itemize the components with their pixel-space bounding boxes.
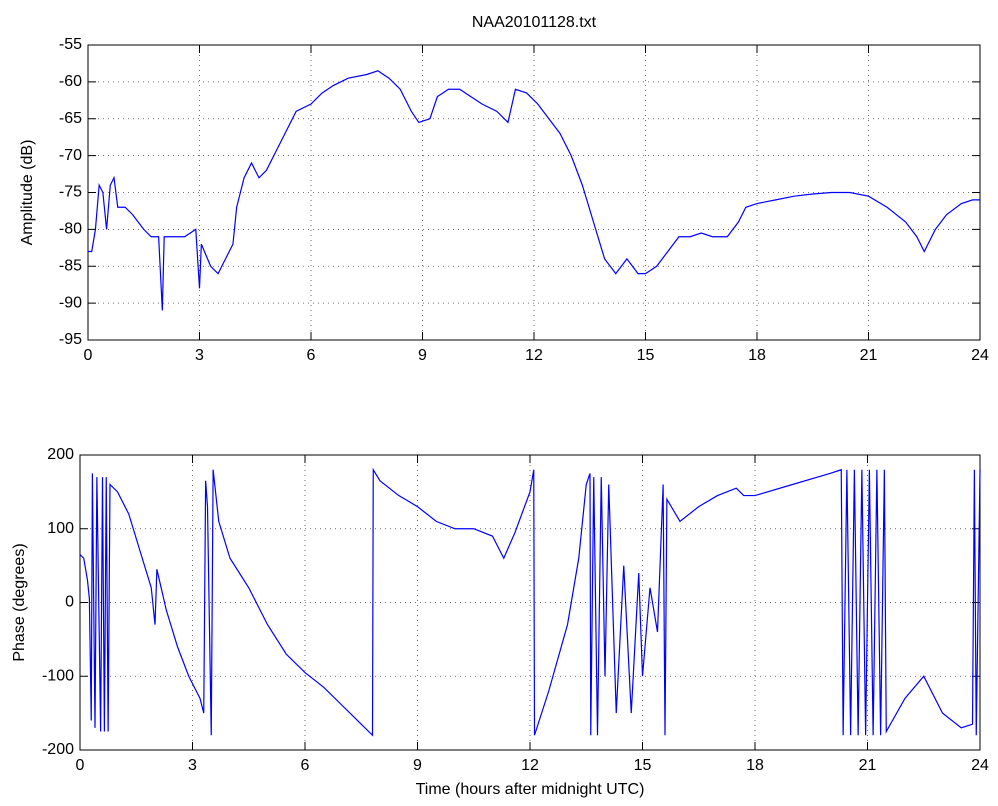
x-tick-label: 18 (746, 757, 764, 774)
x-tick-label: 6 (301, 757, 310, 774)
x-tick-label: 18 (748, 347, 766, 364)
x-tick-label: 9 (413, 757, 422, 774)
y-tick-label: -75 (59, 184, 82, 201)
y-tick-label: -80 (59, 221, 82, 238)
plot-frame (79, 454, 981, 751)
y-tick-label: 200 (47, 446, 74, 463)
x-tick-label: 21 (860, 347, 878, 364)
x-tick-label: 21 (859, 757, 877, 774)
x-tick-label: 24 (971, 757, 989, 774)
plot-frame (87, 44, 981, 341)
y-axis-label: Amplitude (dB) (19, 140, 36, 246)
x-tick-label: 9 (418, 347, 427, 364)
y-tick-label: -70 (59, 147, 82, 164)
y-tick-label: -100 (42, 667, 74, 684)
y-tick-label: -85 (59, 257, 82, 274)
x-tick-label: 15 (634, 757, 652, 774)
y-axis-label: Phase (degrees) (11, 543, 28, 661)
y-tick-label: -60 (59, 73, 82, 90)
y-tick-label: 0 (65, 594, 74, 611)
y-tick-label: -90 (59, 294, 82, 311)
x-tick-label: 15 (637, 347, 655, 364)
x-tick-label: 24 (971, 347, 989, 364)
y-tick-label: -95 (59, 331, 82, 348)
x-tick-label: 3 (188, 757, 197, 774)
x-tick-label: 12 (525, 347, 543, 364)
x-tick-label: 6 (307, 347, 316, 364)
x-tick-label: 3 (195, 347, 204, 364)
x-tick-label: 0 (76, 757, 85, 774)
x-axis-label: Time (hours after midnight UTC) (416, 781, 645, 798)
chart-title: NAA20101128.txt (472, 14, 597, 31)
data-line (88, 70, 980, 311)
y-tick-label: -200 (42, 741, 74, 758)
x-tick-label: 12 (521, 757, 539, 774)
y-tick-label: -55 (59, 36, 82, 53)
y-tick-label: -65 (59, 110, 82, 127)
x-tick-label: 0 (84, 347, 93, 364)
y-tick-label: 100 (47, 520, 74, 537)
data-line (79, 467, 981, 737)
